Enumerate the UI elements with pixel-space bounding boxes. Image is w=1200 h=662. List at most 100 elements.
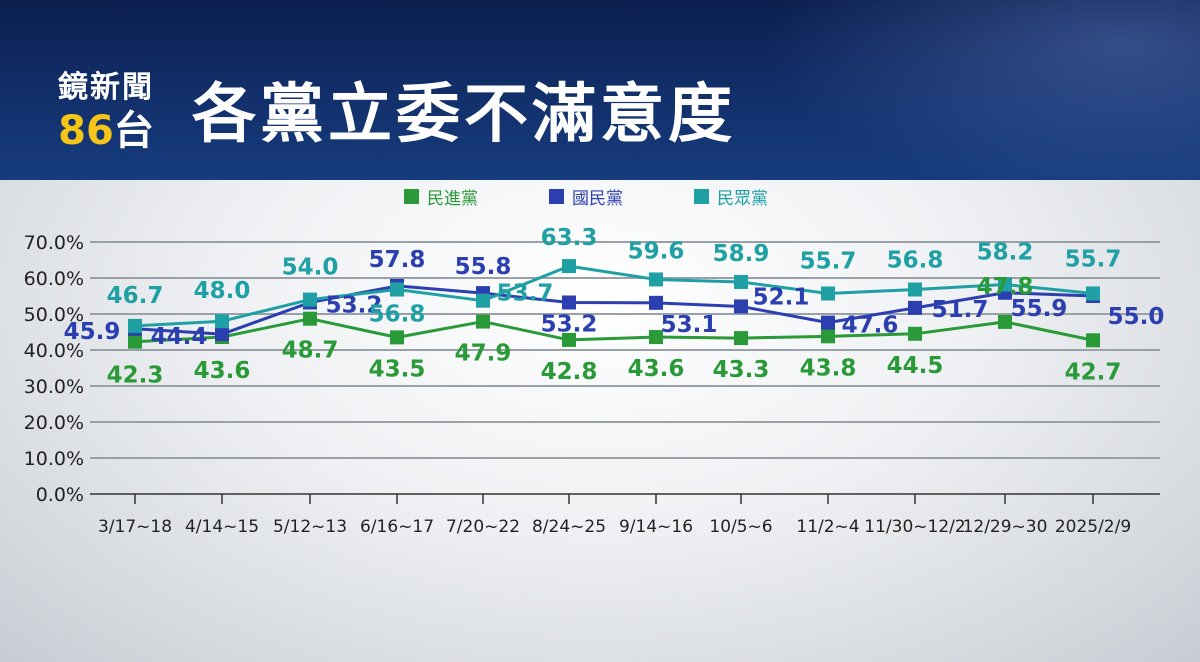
data-point-tpp [821,286,835,301]
data-point-kmt [562,295,576,310]
x-tick-label: 4/14~15 [185,517,259,537]
x-tick-label: 6/16~17 [360,517,434,537]
data-point-kmt [215,327,229,342]
header-glow [760,0,1200,180]
data-label-kmt: 53.2 [541,311,598,337]
brand-channel-number: 86 [58,108,114,154]
data-point-dpp [734,331,748,346]
legend-label-dpp: 民進黨 [427,189,478,209]
data-point-kmt [734,299,748,314]
data-label-tpp: 56.8 [369,302,426,328]
y-tick-label: 70.0% [24,232,84,254]
data-point-tpp [476,293,490,308]
data-label-dpp: 48.7 [282,338,339,364]
data-label-tpp: 63.3 [541,225,598,251]
data-label-dpp: 42.7 [1065,359,1122,385]
brand-channel-suffix: 台 [113,108,154,154]
data-label-tpp: 46.7 [107,283,164,309]
data-point-tpp [998,277,1012,292]
data-label-dpp: 43.3 [713,357,770,383]
data-label-kmt: 53.1 [661,312,718,338]
brand-name: 鏡新聞 [58,70,154,105]
x-tick-label: 11/2~4 [796,517,859,537]
y-tick-label: 40.0% [24,340,84,362]
data-label-tpp: 58.2 [977,239,1034,265]
data-point-dpp [562,332,576,347]
data-point-tpp [303,292,317,307]
data-label-kmt: 51.7 [932,297,989,323]
data-label-kmt: 55.8 [455,254,512,280]
x-tick-label: 7/20~22 [446,517,520,537]
legend-swatch-kmt [549,189,564,204]
data-point-dpp [303,311,317,326]
data-point-tpp [390,282,404,297]
brand-channel: 86台 [26,108,186,154]
data-point-tpp [562,259,576,274]
data-point-tpp [1086,286,1100,301]
data-point-dpp [998,314,1012,329]
data-label-dpp: 44.5 [887,353,944,379]
data-point-tpp [128,318,142,333]
legend-label-tpp: 民眾黨 [717,189,768,209]
data-label-kmt: 45.9 [64,319,121,345]
series-line-tpp [134,264,1094,328]
data-label-kmt: 55.9 [1011,296,1068,322]
data-point-tpp [734,274,748,289]
legend-swatch-dpp [404,189,419,204]
data-point-dpp [1086,333,1100,348]
data-label-kmt: 53.2 [326,292,383,318]
header-banner: 鏡新聞 86台 各黨立委不滿意度 [0,0,1200,180]
data-label-tpp: 55.7 [800,248,857,274]
data-label-dpp: 47.9 [455,341,512,367]
data-label-kmt: 47.6 [842,313,899,339]
brand-logo: 鏡新聞 86台 [26,68,186,154]
data-point-kmt [821,315,835,330]
data-label-tpp: 59.6 [628,238,685,264]
data-point-dpp [390,330,404,345]
x-tick-label: 9/14~16 [619,517,693,537]
data-label-tpp: 54.0 [282,255,339,281]
data-point-kmt [649,295,663,310]
data-label-kmt: 57.8 [369,247,426,273]
y-tick-label: 60.0% [24,268,84,290]
x-tick-label: 8/24~25 [532,517,606,537]
data-label-tpp: 58.9 [713,241,770,267]
data-label-kmt: 44.4 [151,324,208,350]
x-tick-label: 12/29~30 [963,517,1048,537]
data-label-dpp: 47.8 [977,274,1034,300]
data-point-dpp [128,334,142,349]
legend-item-kmt: 國民黨 [549,184,623,209]
data-label-tpp: 53.7 [497,281,554,307]
legend-swatch-tpp [694,189,709,204]
data-label-tpp: 55.7 [1065,246,1122,272]
series-line-kmt [134,284,1094,336]
data-label-kmt: 52.1 [753,284,810,310]
y-tick-label: 30.0% [24,376,84,398]
data-label-dpp: 43.6 [628,356,685,382]
data-label-dpp: 43.5 [369,356,426,382]
data-point-tpp [215,314,229,329]
data-point-dpp [476,314,490,329]
y-tick-label: 50.0% [24,304,84,326]
page-title: 各黨立委不滿意度 [192,77,736,152]
data-label-kmt: 55.0 [1108,304,1165,330]
y-tick-label: 20.0% [24,412,84,434]
x-tick-label: 11/30~12/2 [864,517,965,537]
data-point-dpp [821,329,835,344]
series-line-dpp [134,317,1094,344]
data-point-tpp [649,272,663,287]
data-point-dpp [908,326,922,341]
data-label-dpp: 43.6 [194,358,251,384]
data-point-kmt [908,300,922,315]
legend-item-dpp: 民進黨 [404,184,478,209]
data-point-tpp [908,282,922,297]
data-label-tpp: 48.0 [194,278,251,304]
x-tick-label: 2025/2/9 [1055,517,1131,537]
chart-legend: 民進黨 國民黨 民眾黨 [0,184,1200,212]
data-label-tpp: 56.8 [887,248,944,274]
data-label-dpp: 43.8 [800,355,857,381]
data-point-dpp [649,330,663,345]
y-tick-label: 0.0% [36,484,84,506]
legend-item-tpp: 民眾黨 [694,184,768,209]
